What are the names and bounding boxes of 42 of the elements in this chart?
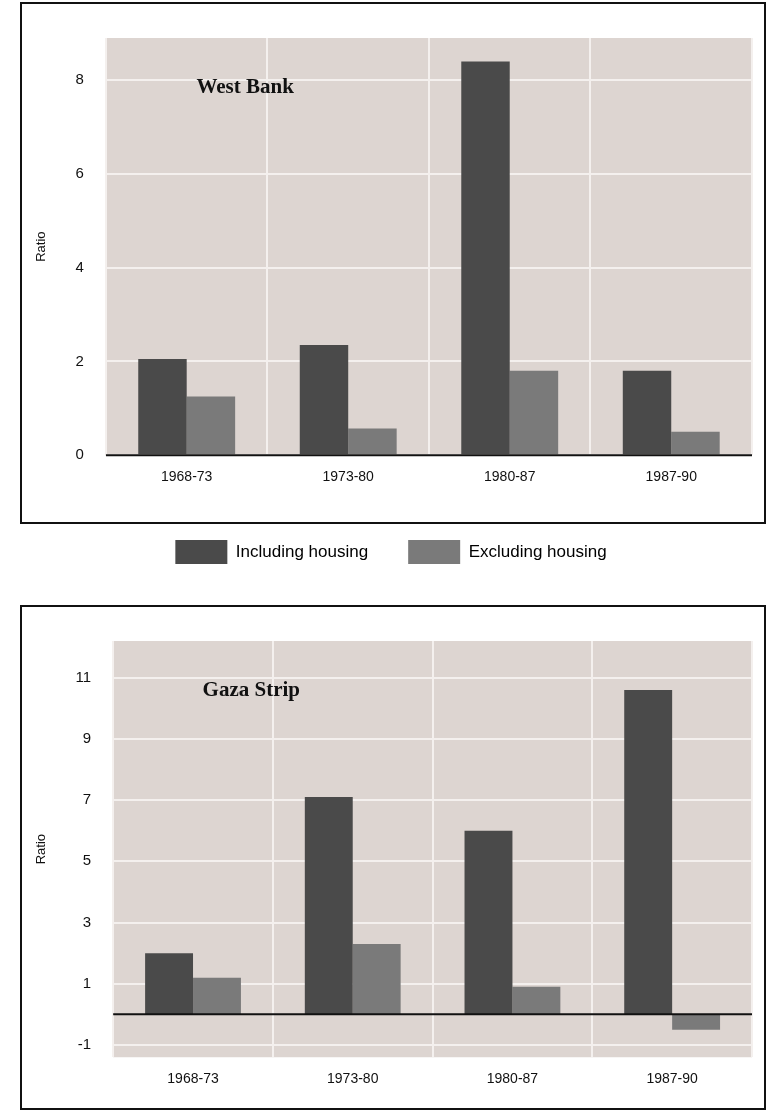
bar — [304, 797, 353, 1015]
bar — [299, 345, 349, 455]
y-axis-title: Ratio — [33, 231, 49, 262]
x-tick-label: 1973-80 — [327, 1070, 379, 1087]
bar — [145, 953, 194, 1015]
x-tick-label: 1968-73 — [161, 468, 213, 485]
legend-label: Excluding housing — [468, 541, 607, 561]
y-tick-label: 9 — [82, 729, 92, 747]
x-tick-label: 1980-87 — [484, 468, 536, 485]
bar — [464, 830, 513, 1015]
bar — [348, 428, 397, 455]
bar — [509, 370, 559, 455]
x-tick-label: 1987-90 — [645, 468, 698, 485]
text: Gaza Strip — [202, 677, 301, 702]
legend-label: Including housing — [235, 541, 369, 561]
y-tick-label: 2 — [75, 351, 84, 369]
y-tick-label: 8 — [75, 70, 84, 88]
bar — [622, 370, 672, 455]
y-axis-title: Ratio — [33, 833, 49, 865]
y-tick-label: 5 — [82, 851, 92, 869]
y-tick-label: -1 — [77, 1035, 92, 1053]
text: West Bank — [196, 74, 295, 99]
y-tick-label: 1 — [82, 973, 92, 991]
y-tick-label: 0 — [75, 445, 84, 463]
bar — [352, 943, 401, 1015]
y-tick-label: 7 — [82, 790, 92, 808]
x-tick-label: 1987-90 — [646, 1070, 699, 1087]
x-tick-label: 1973-80 — [322, 468, 375, 485]
bar — [512, 986, 561, 1015]
bar — [671, 431, 720, 455]
y-tick-label: 11 — [75, 667, 92, 685]
bar — [624, 689, 673, 1015]
x-tick-label: 1968-73 — [167, 1070, 219, 1087]
bar — [461, 61, 510, 455]
bar — [138, 359, 187, 455]
bar — [193, 977, 241, 1015]
bar — [672, 1014, 721, 1030]
y-tick-label: 4 — [75, 257, 84, 275]
y-tick-label: 6 — [75, 164, 84, 182]
y-tick-label: 3 — [82, 912, 92, 930]
bar — [186, 396, 236, 455]
x-tick-label: 1980-87 — [486, 1070, 539, 1087]
